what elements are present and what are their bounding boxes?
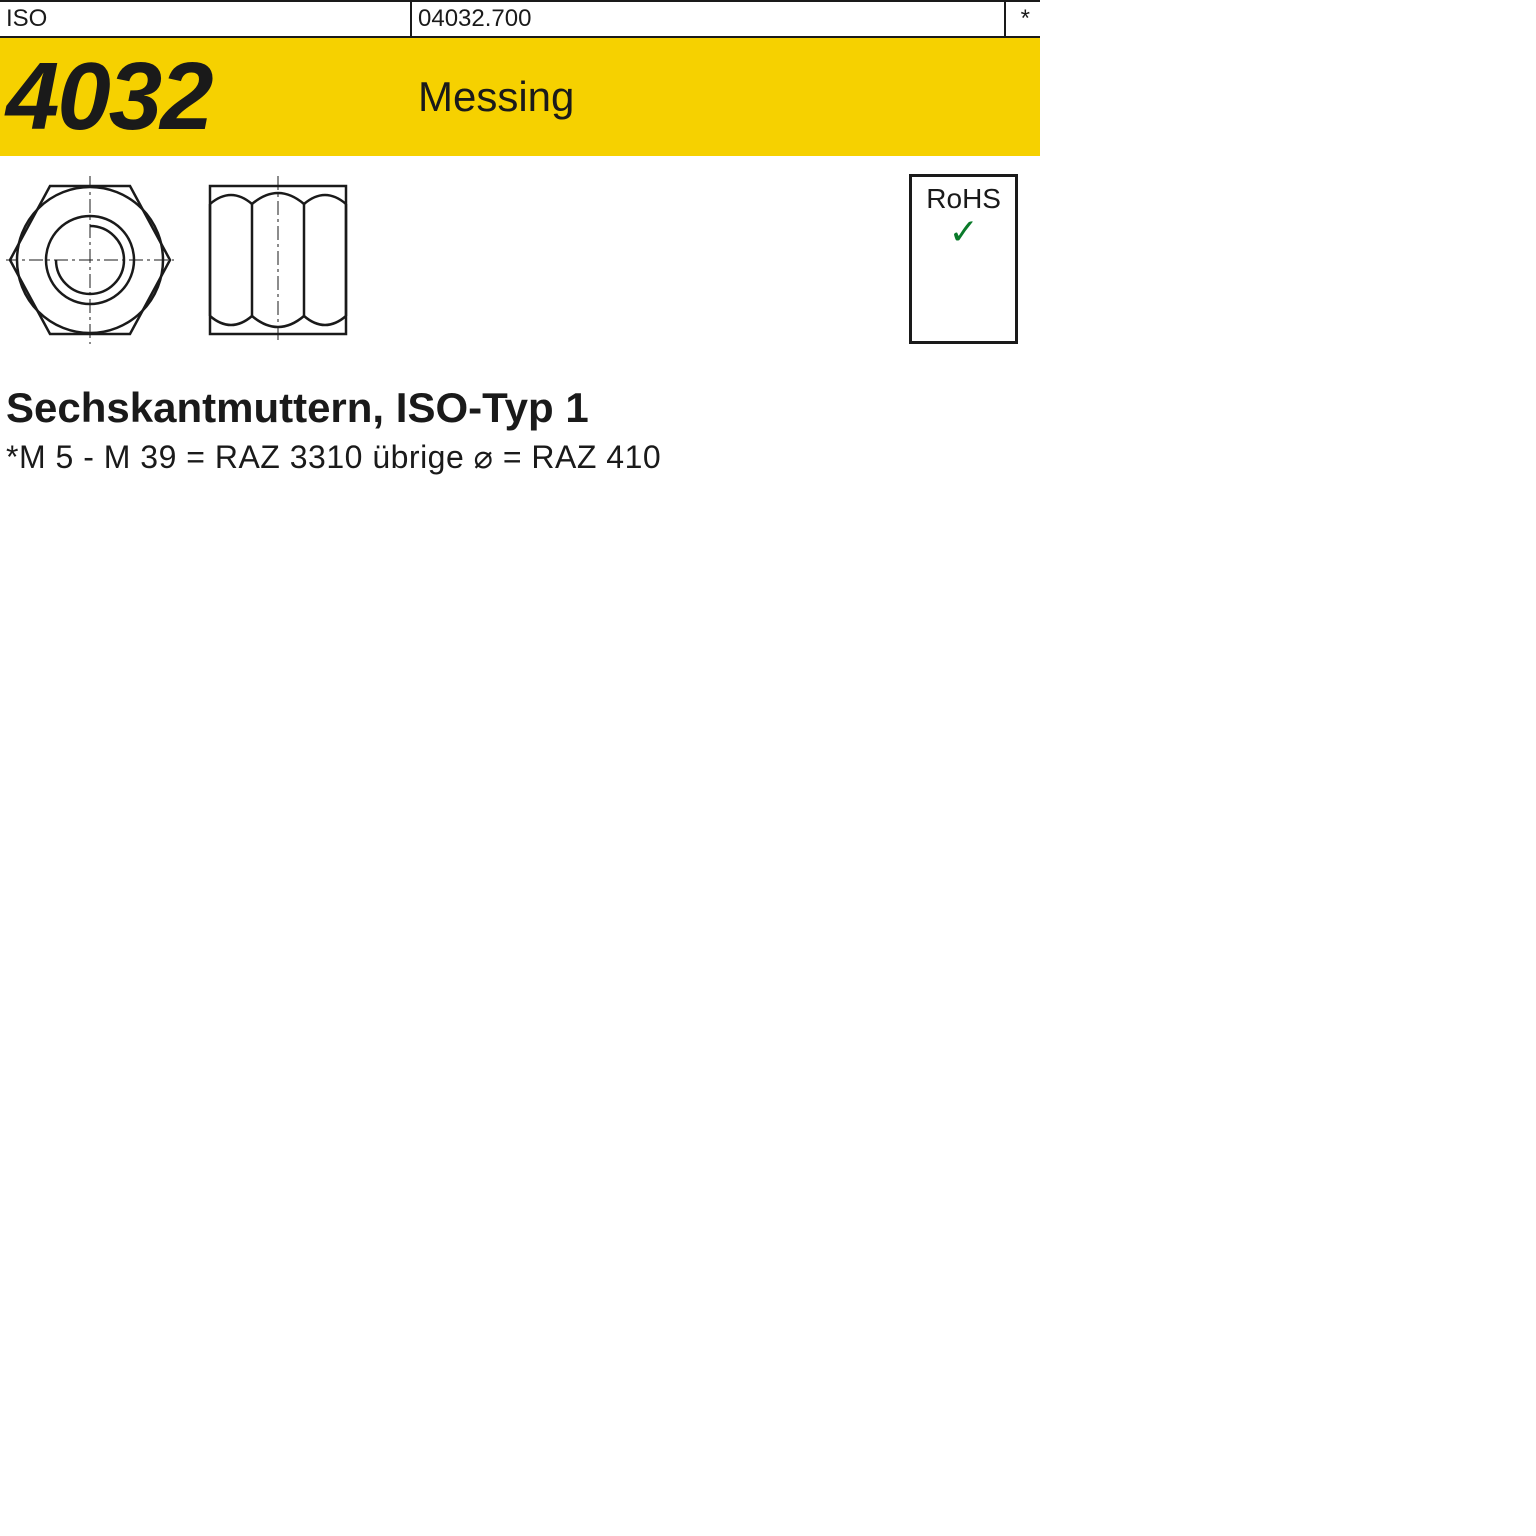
product-subtitle: *M 5 - M 39 = RAZ 3310 übrige ⌀ = RAZ 41… bbox=[0, 438, 1040, 476]
diagram-row: RoHS ✓ bbox=[0, 156, 1040, 384]
standard-label: ISO bbox=[6, 5, 47, 33]
hex-nut-side-icon bbox=[204, 176, 352, 344]
rohs-badge: RoHS ✓ bbox=[909, 174, 1018, 344]
material-label: Messing bbox=[412, 38, 1040, 156]
blank-area bbox=[0, 476, 1040, 1376]
product-code: 04032.700 bbox=[418, 5, 531, 33]
mark-cell: * bbox=[1004, 2, 1040, 36]
datasheet-page: ISO 04032.700 * 4032 Messing bbox=[0, 0, 1040, 1376]
header-row: ISO 04032.700 * bbox=[0, 0, 1040, 38]
technical-diagrams bbox=[6, 170, 352, 344]
title-band: 4032 Messing bbox=[0, 38, 1040, 156]
standard-cell: ISO bbox=[0, 2, 412, 36]
hex-nut-top-icon bbox=[6, 176, 174, 344]
asterisk-mark: * bbox=[1021, 5, 1030, 33]
code-cell: 04032.700 bbox=[412, 2, 1004, 36]
product-title: Sechskantmuttern, ISO-Typ 1 bbox=[0, 384, 1040, 438]
standard-number: 4032 bbox=[0, 38, 412, 156]
check-icon: ✓ bbox=[926, 221, 1001, 243]
